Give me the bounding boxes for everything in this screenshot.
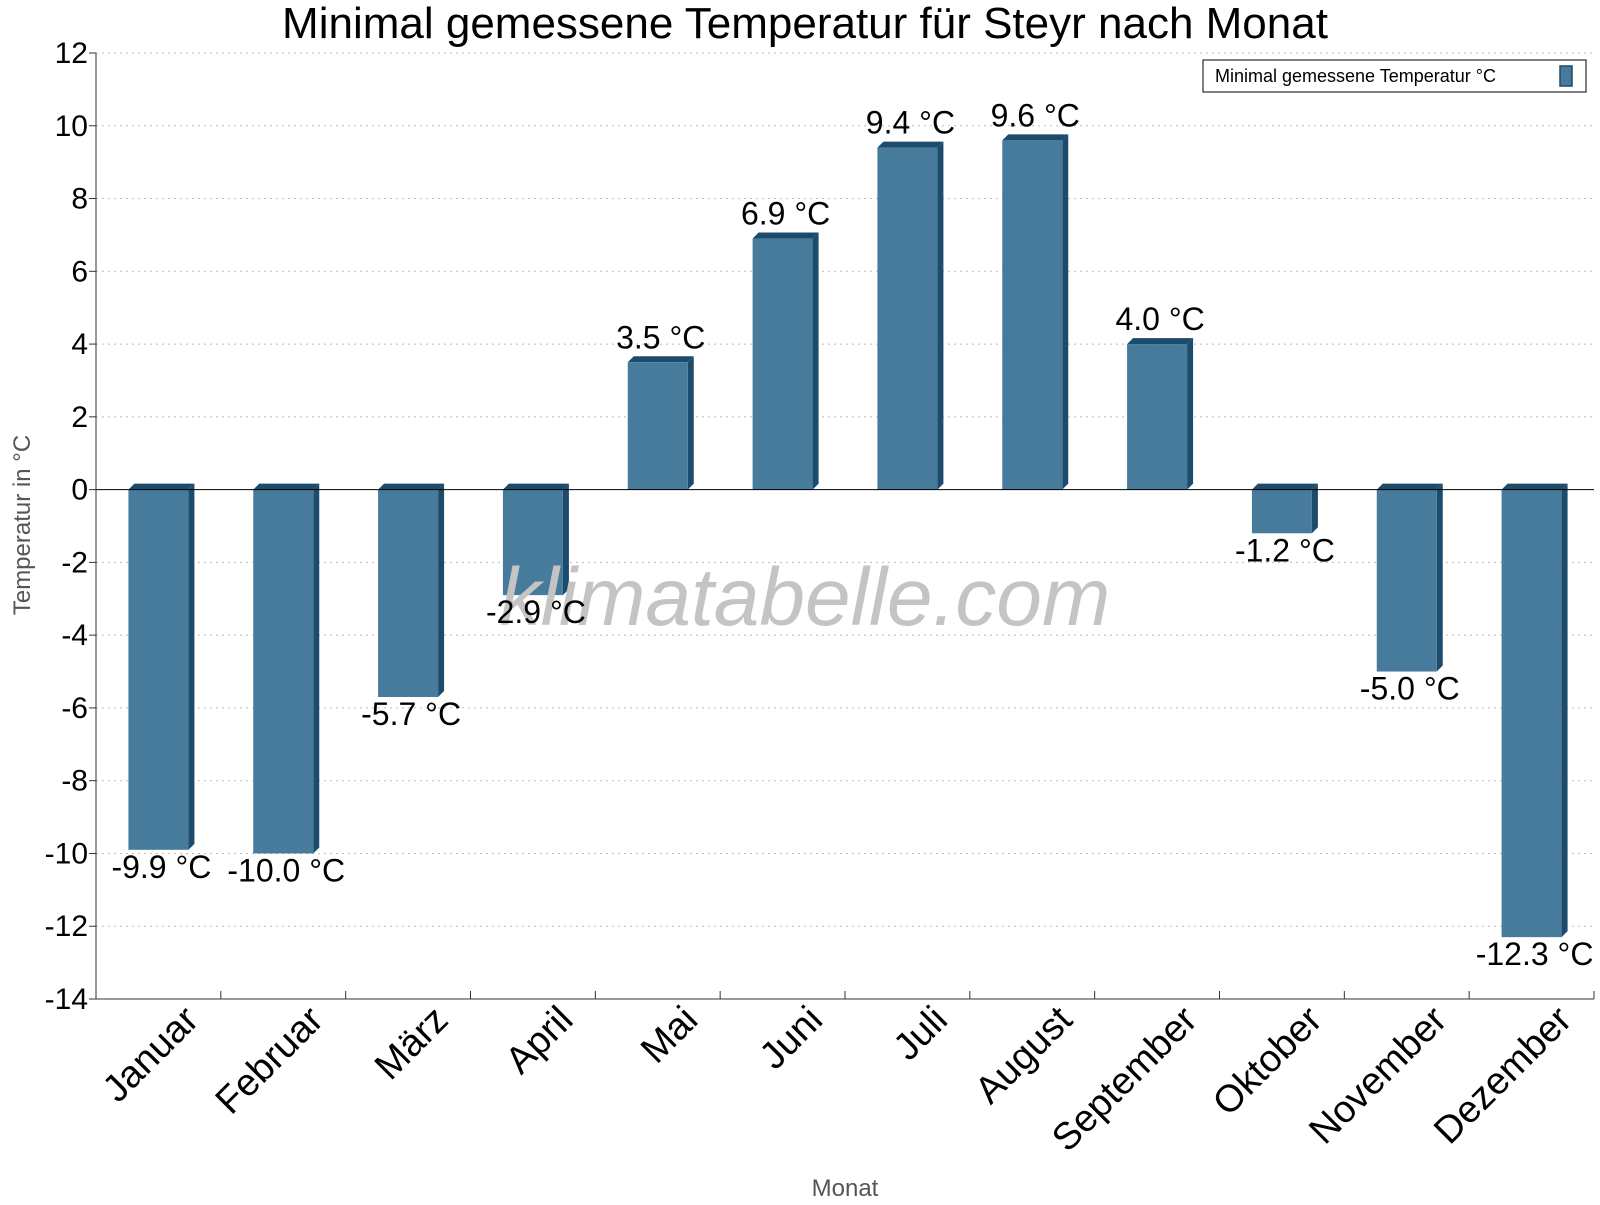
legend: Minimal gemessene Temperatur °C <box>1202 59 1587 93</box>
bar-group <box>378 483 445 698</box>
bar-top <box>253 483 320 490</box>
y-tick-label: -14 <box>45 983 88 1016</box>
bar-side <box>1311 483 1318 534</box>
bar-group <box>627 356 694 490</box>
x-tick-label: August <box>967 998 1081 1112</box>
watermark: klimatabelle.com <box>500 552 1111 643</box>
bar-top <box>128 483 195 490</box>
x-axis-title: Monat <box>812 1175 879 1200</box>
y-tick-label: 0 <box>71 474 88 507</box>
bar-group <box>502 483 569 596</box>
data-label: -10.0 °C <box>227 852 345 888</box>
bar-side <box>313 483 320 854</box>
bar-group <box>1251 483 1318 534</box>
y-tick-label: 6 <box>71 255 88 288</box>
x-tick-label: März <box>367 999 456 1088</box>
y-tick-label: -6 <box>61 692 88 725</box>
bar-side <box>188 483 195 850</box>
bar-top <box>627 356 694 363</box>
bar-group <box>877 141 944 490</box>
y-tick-label: 8 <box>71 183 88 216</box>
bar <box>1251 489 1312 534</box>
bar <box>877 147 938 490</box>
data-label: 3.5 °C <box>616 319 705 355</box>
data-label: 9.4 °C <box>866 105 955 141</box>
x-tick-label: Juli <box>886 999 956 1069</box>
bar-top <box>502 483 569 490</box>
axes: 12 10 8 6 4 2 0 -2 -4 -6 -8 -10 -12 -14 <box>45 37 1595 1016</box>
x-tick-label: Juni <box>752 999 831 1078</box>
bar <box>253 489 314 854</box>
x-tick-label: Januar <box>95 998 207 1110</box>
bar <box>1127 344 1188 490</box>
bar-side <box>1436 483 1443 672</box>
bar-top <box>1251 483 1318 490</box>
x-tick-label: Mai <box>633 999 706 1072</box>
y-tick-label: 2 <box>71 401 88 434</box>
bar <box>1501 489 1562 938</box>
bar <box>1376 489 1437 672</box>
x-tick-label: Februar <box>208 998 332 1122</box>
data-label: -5.7 °C <box>361 696 461 732</box>
bar-group <box>1376 483 1443 672</box>
bar <box>1002 140 1063 490</box>
bar-side <box>687 356 694 490</box>
data-label: -1.2 °C <box>1235 532 1335 568</box>
data-label: 9.6 °C <box>991 97 1080 133</box>
bar-group <box>1002 134 1069 490</box>
bar-group <box>1127 338 1194 490</box>
bar-group <box>128 483 195 850</box>
bar-side <box>812 232 819 490</box>
x-tick-label: Oktober <box>1205 998 1331 1124</box>
y-tick-label: 12 <box>55 37 88 70</box>
data-label: -12.3 °C <box>1476 936 1594 972</box>
bar-top <box>1501 483 1568 490</box>
y-tick-label: -2 <box>61 546 88 579</box>
bar <box>752 238 813 490</box>
y-tick-label: 4 <box>71 328 88 361</box>
bar-top <box>1376 483 1443 490</box>
legend-label: Minimal gemessene Temperatur °C <box>1215 66 1496 86</box>
bar-top <box>752 232 819 239</box>
bar-group <box>253 483 320 854</box>
bar-top <box>1127 338 1194 345</box>
bar-top <box>1002 134 1069 141</box>
data-label: -2.9 °C <box>486 594 586 630</box>
bar-side <box>562 483 569 596</box>
data-label: 6.9 °C <box>741 196 830 232</box>
x-tick-label: April <box>498 999 581 1082</box>
bar <box>128 489 189 850</box>
bar-top <box>378 483 445 490</box>
bar <box>378 489 439 698</box>
bar-group <box>1501 483 1568 938</box>
y-tick-label: -10 <box>45 837 88 870</box>
bar-side <box>937 141 944 490</box>
bar-group <box>752 232 819 490</box>
bar-side <box>438 483 445 698</box>
y-axis-title: Temperatur in °C <box>9 435 36 615</box>
y-tick-label: -4 <box>61 619 88 652</box>
bar <box>627 362 688 490</box>
legend-swatch <box>1559 65 1573 87</box>
data-label: -5.0 °C <box>1360 671 1460 707</box>
x-tick-labels: Januar Februar März April Mai Juni Juli AugustS… <box>95 998 1580 1159</box>
y-tick-label: -8 <box>61 765 88 798</box>
bar-side <box>1062 134 1069 490</box>
bars <box>128 134 1568 938</box>
chart-title: Minimal gemessene Temperatur für Steyr n… <box>282 0 1328 48</box>
legend-box <box>1202 59 1587 93</box>
bar-side <box>1187 338 1194 490</box>
bar <box>502 489 563 596</box>
data-label: 4.0 °C <box>1115 301 1204 337</box>
y-tick-label: -12 <box>45 910 88 943</box>
bar-top <box>877 141 944 148</box>
data-label: -9.9 °C <box>111 849 211 885</box>
y-tick-label: 10 <box>55 110 88 143</box>
bar-side <box>1561 483 1568 938</box>
data-labels: -9.9 °C -10.0 °C -5.7 °C -2.9 °C 3.5 °C 6.9 °… <box>111 97 1593 972</box>
x-tick-label: Dezember <box>1426 998 1580 1152</box>
